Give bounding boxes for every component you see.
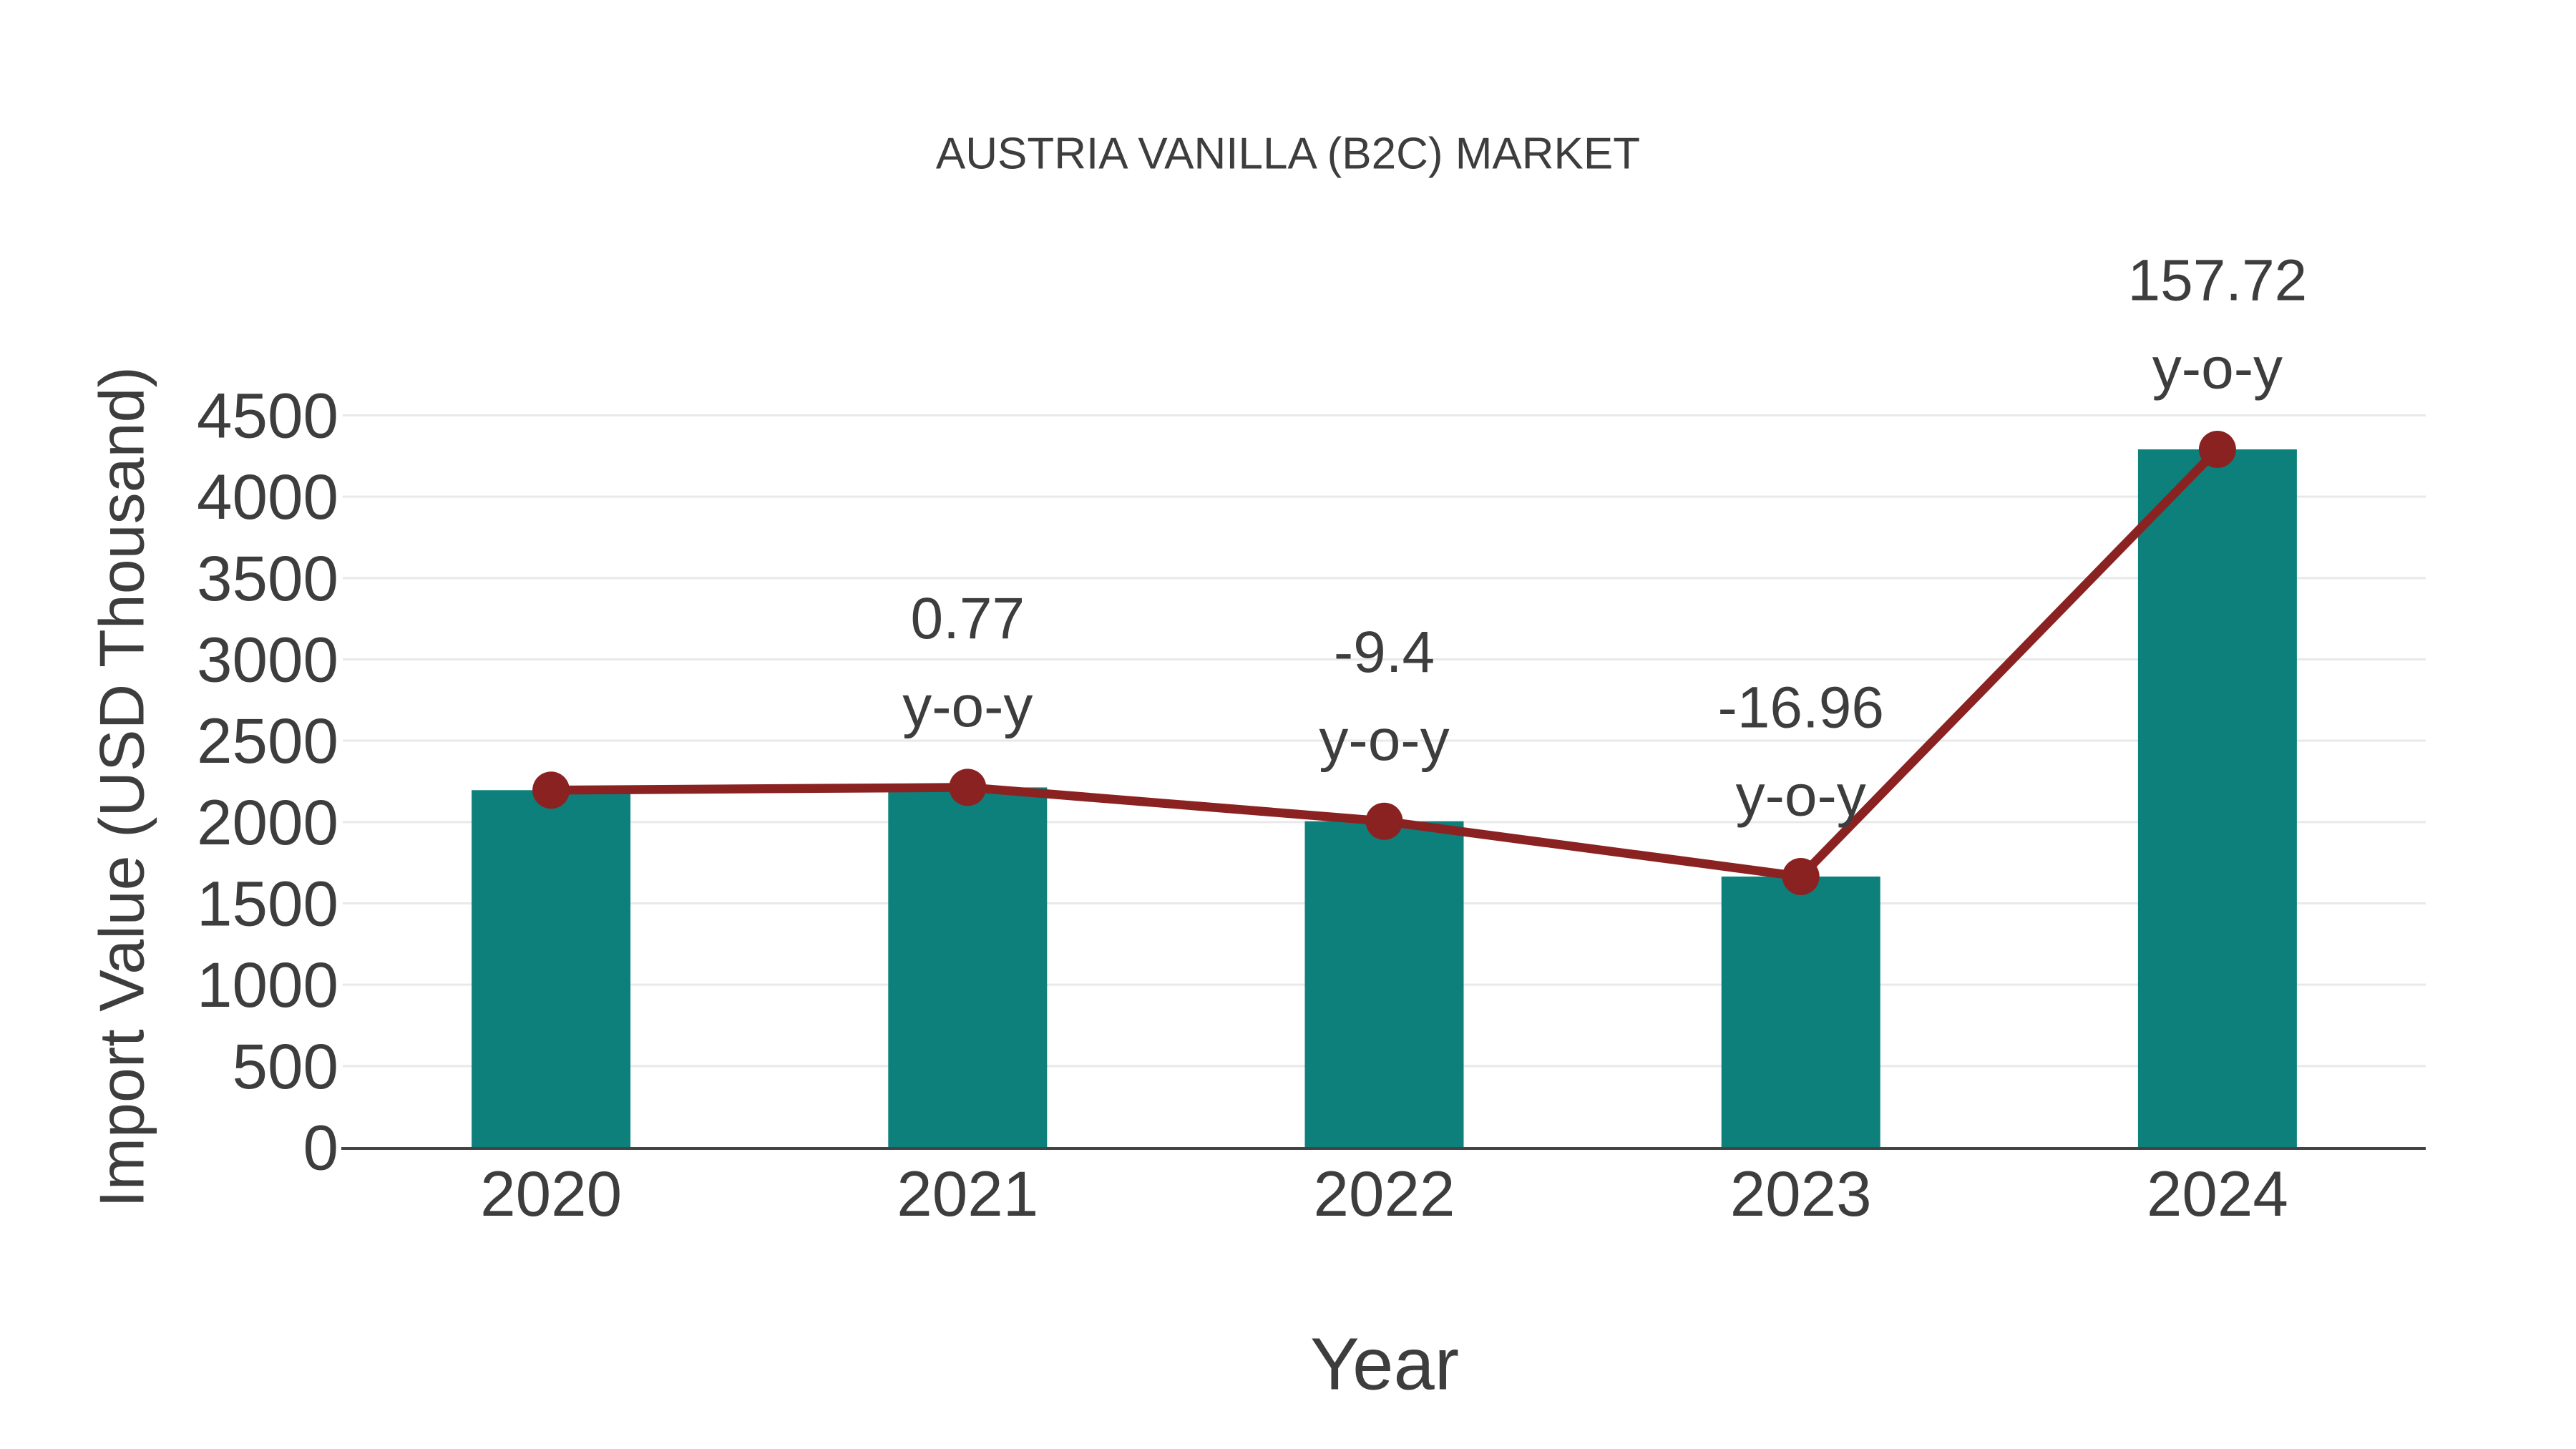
yoy-annotations: 0.77 y-o-y -9.4 y-o-y -16.96 y-o-y 157.72 y-o-y bbox=[902, 248, 2307, 829]
marker-2022 bbox=[1365, 802, 1403, 840]
bar-2020 bbox=[472, 790, 631, 1149]
annotation-value-2023: -16.96 bbox=[1717, 675, 1884, 740]
x-tick-label-2020: 2020 bbox=[480, 1158, 622, 1229]
y-tick-label-2500: 2500 bbox=[197, 705, 338, 776]
y-tick-label-4000: 4000 bbox=[197, 461, 338, 532]
annotation-value-2024: 157.72 bbox=[2127, 248, 2307, 313]
x-tick-label-2021: 2021 bbox=[897, 1158, 1038, 1229]
bar-2023 bbox=[1721, 876, 1880, 1149]
y-tick-label-1500: 1500 bbox=[197, 868, 338, 940]
annotation-suffix-2024: y-o-y bbox=[2152, 336, 2283, 401]
bar-2021 bbox=[888, 787, 1048, 1149]
annotation-suffix-2022: y-o-y bbox=[1319, 708, 1449, 773]
y-tick-label-4500: 4500 bbox=[197, 380, 338, 452]
y-axis-title: Import Value (USD Thousand) bbox=[87, 366, 157, 1208]
gridlines bbox=[343, 414, 2426, 1068]
marker-2020 bbox=[532, 771, 570, 809]
bar-2022 bbox=[1304, 821, 1464, 1149]
marker-2021 bbox=[949, 769, 987, 806]
annotation-value-2022: -9.4 bbox=[1334, 620, 1435, 685]
x-tick-label-2024: 2024 bbox=[2147, 1158, 2288, 1229]
annotation-suffix-2021: y-o-y bbox=[902, 674, 1033, 739]
marker-2023 bbox=[1782, 857, 1820, 895]
x-tick-label-2023: 2023 bbox=[1730, 1158, 1872, 1229]
y-tick-label-1000: 1000 bbox=[197, 949, 338, 1020]
annotation-value-2021: 0.77 bbox=[910, 586, 1025, 651]
bar-2024 bbox=[2137, 449, 2297, 1149]
marker-2024 bbox=[2198, 431, 2236, 469]
y-tick-label-3000: 3000 bbox=[197, 624, 338, 696]
y-tick-label-500: 500 bbox=[233, 1030, 339, 1102]
x-axis-title: Year bbox=[1310, 1323, 1459, 1405]
y-tick-label-0: 0 bbox=[303, 1112, 339, 1184]
y-tick-label-3500: 3500 bbox=[197, 542, 338, 614]
annotation-suffix-2023: y-o-y bbox=[1736, 763, 1866, 828]
x-axis-tick-labels: 2020 2021 2022 2023 2024 bbox=[480, 1158, 2288, 1229]
trend-markers bbox=[532, 431, 2236, 895]
x-tick-label-2022: 2022 bbox=[1314, 1158, 1455, 1229]
bar-series bbox=[472, 449, 2297, 1149]
y-axis-tick-labels: 0 500 1000 1500 2000 2500 3000 3500 4000 4500 bbox=[197, 380, 338, 1184]
y-tick-label-2000: 2000 bbox=[197, 786, 338, 858]
chart-title: AUSTRIA VANILLA (B2C) MARKET bbox=[936, 130, 1640, 179]
